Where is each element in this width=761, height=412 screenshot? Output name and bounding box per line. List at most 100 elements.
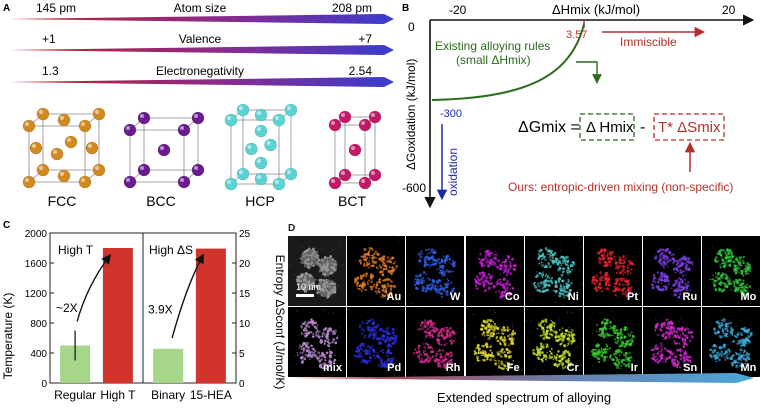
marker-357: 3.57 — [566, 29, 587, 41]
equation-enthalpy: Δ Hmix — [586, 119, 634, 136]
electronegativity-title: Electronegativity — [156, 64, 244, 78]
panel-a-label: A — [3, 3, 10, 14]
right-tick-label: 25 — [239, 229, 251, 240]
element-map-sn: Sn — [642, 306, 702, 377]
atom-size-arrow — [8, 14, 394, 24]
panel-d-label: D — [288, 223, 296, 234]
x-axis-title: ΔHmix (kJ/mol) — [552, 2, 640, 17]
temperature-increase-arrow — [76, 253, 112, 322]
left-tick-label: 400 — [30, 349, 47, 360]
mix-map-tile: mix — [288, 307, 346, 377]
element-label: Mn — [740, 362, 757, 374]
crystal-label-bcc: BCC — [146, 193, 176, 209]
existing-rules-line2: (small ΔHmix) — [456, 53, 531, 67]
3-9x-annotation: 3.9X — [148, 303, 173, 317]
element-label: mix — [323, 362, 342, 374]
crystal-label-hcp: HCP — [245, 193, 275, 209]
element-map-ir: Ir — [583, 307, 642, 377]
y-marker-300: -300 — [440, 108, 462, 120]
category-label: Regular — [54, 388, 96, 402]
atom-size-max: 208 pm — [332, 1, 372, 15]
right-axis-title: Entropy ΔSconf (J/mol/K) — [273, 255, 285, 390]
left-axis-title: Temperature (K) — [1, 293, 15, 380]
element-label: Co — [504, 291, 520, 303]
element-label: Ru — [682, 291, 698, 303]
element-label: Sn — [683, 362, 698, 374]
element-map-cr: Cr — [524, 306, 583, 377]
hcp-structure — [224, 103, 298, 191]
atom-size-min: 145 pm — [36, 1, 76, 15]
right-tick-label: 0 — [239, 379, 245, 390]
high-t-annotation: High T — [58, 243, 94, 257]
element-map-co: Co — [465, 236, 524, 306]
element-label: Mo — [740, 291, 757, 303]
element-map-rh: Rh — [406, 307, 465, 377]
element-label: Ni — [567, 291, 579, 303]
valence-min: +1 — [42, 32, 56, 46]
electronegativity-min: 1.3 — [42, 64, 59, 78]
haadf-image-tile: 10 nm — [288, 236, 346, 306]
high-ds-annotation: High ΔS — [149, 243, 193, 257]
valence-title: Valence — [179, 32, 222, 46]
valence-max: +7 — [358, 32, 372, 46]
bct-structure — [328, 110, 382, 190]
panel-b: B -20 ΔHmix (kJ/mol) 20 0 -600 ΔGoxidati… — [402, 2, 755, 209]
2x-annotation: ~2X — [56, 301, 78, 315]
bar-high-t — [102, 248, 133, 383]
atom-size-title: Atom size — [174, 1, 227, 15]
bar-15-hea — [195, 248, 226, 383]
entropy-increase-arrow — [171, 253, 204, 339]
category-label: Binary — [151, 388, 185, 402]
element-label: Ir — [630, 362, 638, 374]
y-axis-title: ΔGoxidation (kJ/mol) — [404, 59, 418, 170]
enthalpy-box — [579, 113, 635, 141]
scale-bar — [296, 294, 314, 297]
right-tick-label: 5 — [239, 349, 245, 360]
category-label: 15-HEA — [190, 388, 232, 402]
ours-label: Ours: entropic-driven mixing (non-specif… — [508, 180, 733, 194]
element-label: Cr — [566, 362, 579, 374]
right-tick-label: 10 — [239, 319, 251, 330]
element-label: Au — [386, 291, 402, 303]
equation-entropy: T* ΔSmix — [658, 119, 721, 136]
electronegativity-max: 2.54 — [349, 64, 373, 78]
equation-lhs: ΔGmix = — [518, 119, 580, 136]
panel-c-chart: C Temperature (K) Entropy ΔSconf (J/mol/… — [1, 220, 285, 402]
bar-binary — [153, 348, 184, 383]
fcc-structure — [22, 107, 106, 189]
y-tick-neg600: -600 — [402, 181, 426, 195]
left-tick-label: 1600 — [25, 259, 48, 270]
y-tick-0: 0 — [408, 20, 415, 34]
element-map-mo: Mo — [702, 236, 761, 306]
x-tick-neg20: -20 — [449, 3, 467, 17]
existing-rules-line1: Existing alloying rules — [435, 39, 550, 53]
spectrum-gradient-arrow — [290, 373, 754, 383]
left-tick-label: 2000 — [25, 229, 48, 240]
element-label: Pd — [387, 362, 402, 374]
category-label: High T — [100, 388, 136, 402]
element-map-w: W — [406, 235, 465, 306]
element-map-pd: Pd — [347, 307, 406, 377]
immiscible-label: Immiscible — [620, 35, 677, 49]
x-tick-20: 20 — [722, 3, 736, 17]
valence-arrow — [8, 45, 394, 55]
element-label: Fe — [506, 362, 520, 374]
element-label: W — [450, 291, 461, 303]
element-map-ni: Ni — [524, 236, 583, 306]
alloying-curve — [431, 23, 585, 101]
scale-bar-label: 10 nm — [296, 282, 322, 292]
left-tick-label: 800 — [30, 319, 47, 330]
right-tick-label: 20 — [239, 259, 251, 270]
left-tick-label: 0 — [41, 379, 47, 390]
panel-b-label: B — [402, 3, 409, 14]
alloying-spectrum-arrow: Extended spectrum of alloying — [290, 373, 754, 405]
element-map-au: Au — [347, 235, 406, 306]
element-map-mn: Mn — [702, 307, 761, 378]
bcc-structure — [123, 111, 205, 189]
element-map-pt: Pt — [584, 236, 643, 306]
element-map-fe: Fe — [465, 306, 524, 377]
spectrum-label: Extended spectrum of alloying — [437, 390, 611, 405]
left-tick-label: 1200 — [25, 289, 48, 300]
element-label: Pt — [627, 291, 638, 303]
